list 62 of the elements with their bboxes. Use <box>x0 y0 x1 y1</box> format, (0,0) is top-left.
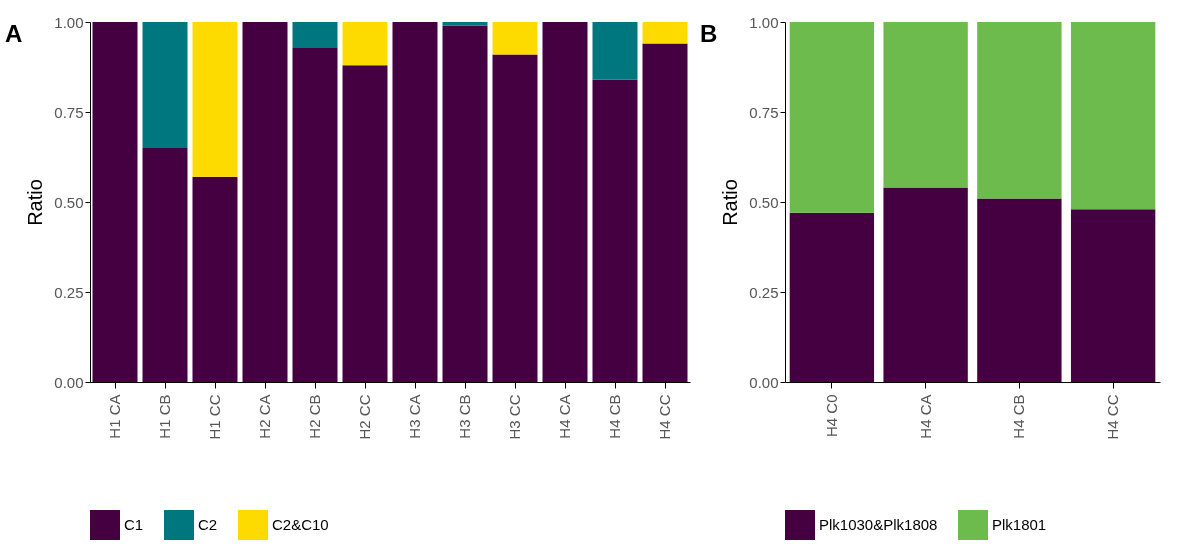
x-tick-label: H4 CA <box>556 394 573 439</box>
y-tick-label: 0.25 <box>54 283 84 301</box>
x-tick-label: H4 CB <box>1010 394 1028 439</box>
bar <box>292 22 338 48</box>
bar <box>142 22 188 148</box>
text: B <box>700 20 718 47</box>
x-tick-label: H4 CA <box>916 394 934 439</box>
legend-label: C2&C10 <box>272 516 329 533</box>
text: A <box>5 20 23 47</box>
x-tick-label: H1 CA <box>106 394 123 439</box>
legend-label: Plk1030&Plk1808 <box>819 516 938 533</box>
x-tick-label: H4 CC <box>656 394 673 440</box>
bar <box>592 79 638 382</box>
x-tick-label: H4 C0 <box>822 394 840 438</box>
legend-label: C2 <box>198 516 218 533</box>
bar <box>883 22 968 188</box>
y-tick-label: 0.50 <box>749 193 779 211</box>
legend-label: C1 <box>124 516 144 533</box>
bar <box>789 212 875 382</box>
y-tick-label: 1.00 <box>749 13 779 31</box>
y-tick-label: 0.50 <box>54 193 84 211</box>
bar <box>342 22 388 66</box>
bar <box>492 54 538 382</box>
x-tick-label: H3 CB <box>456 394 473 439</box>
x-tick-label: H4 CC <box>1104 394 1122 440</box>
x-tick-label: H2 CB <box>306 394 323 439</box>
y-axis-title: Ratio <box>719 179 742 226</box>
bar <box>592 22 638 80</box>
y-tick-label: 0.25 <box>749 283 779 301</box>
bar <box>977 22 1062 199</box>
bar <box>642 43 688 382</box>
bar <box>142 148 188 382</box>
bar <box>342 65 388 382</box>
x-tick-label: H2 CA <box>256 394 273 439</box>
y-axis-title: Ratio <box>24 179 47 226</box>
x-tick-label: H2 CC <box>356 394 373 440</box>
bar <box>789 22 875 213</box>
bar <box>242 22 288 382</box>
bar <box>292 47 338 382</box>
legend-label: Plk1801 <box>992 516 1047 533</box>
x-tick-label: H3 CC <box>506 394 523 440</box>
x-tick-label: H1 CB <box>156 394 173 439</box>
bar <box>442 25 488 382</box>
bar <box>492 22 538 55</box>
bar <box>1070 22 1156 210</box>
y-tick-label: 0.75 <box>749 103 779 121</box>
y-tick-label: 0.75 <box>54 103 84 121</box>
y-tick-label: 0.00 <box>54 373 84 391</box>
bar <box>883 187 968 382</box>
bar <box>192 22 238 177</box>
x-tick-label: H4 CB <box>606 394 623 439</box>
y-tick-label: 0.00 <box>749 373 779 391</box>
bar <box>542 22 588 382</box>
bar <box>392 22 438 382</box>
y-tick-label: 1.00 <box>54 13 84 31</box>
bar <box>1070 209 1156 382</box>
bar <box>192 176 238 382</box>
bar <box>642 22 688 44</box>
x-tick-label: H1 CC <box>206 394 223 440</box>
bar <box>442 22 488 26</box>
x-tick-label: H3 CA <box>406 394 423 439</box>
bar <box>977 198 1062 382</box>
